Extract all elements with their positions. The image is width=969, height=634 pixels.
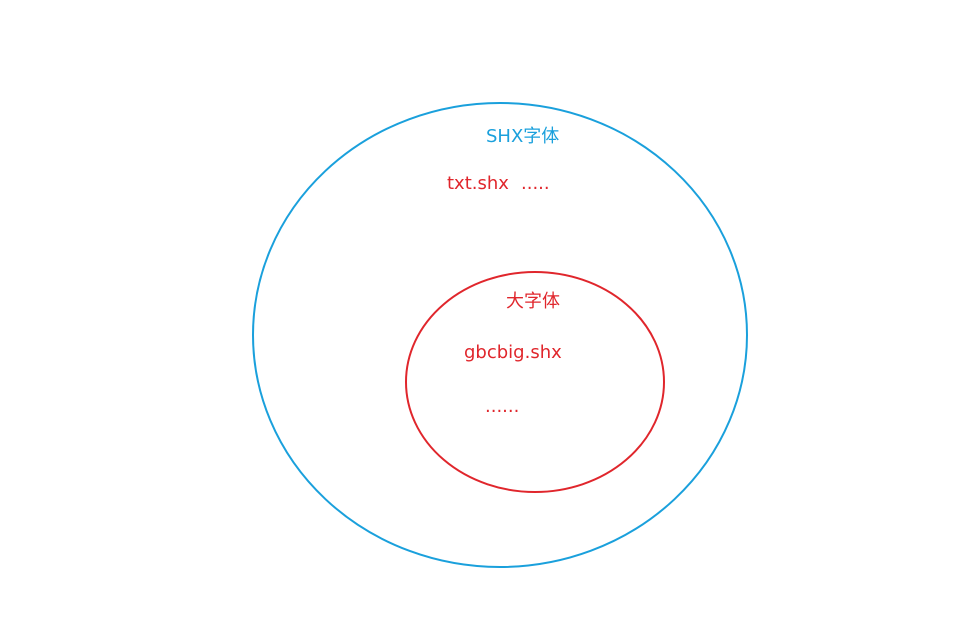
inner-set-item-gbcbig: gbcbig.shx — [464, 342, 562, 363]
inner-set-title: 大字体 — [506, 291, 560, 312]
inner-set-item-ellipsis: ...... — [485, 396, 519, 417]
outer-set-item-txt: txt.shx — [447, 173, 509, 194]
inner-set-ellipse — [405, 271, 665, 493]
outer-set-item-ellipsis: ..... — [521, 173, 550, 194]
outer-set-title: SHX字体 — [486, 126, 559, 147]
outer-set-ellipse — [252, 102, 748, 568]
